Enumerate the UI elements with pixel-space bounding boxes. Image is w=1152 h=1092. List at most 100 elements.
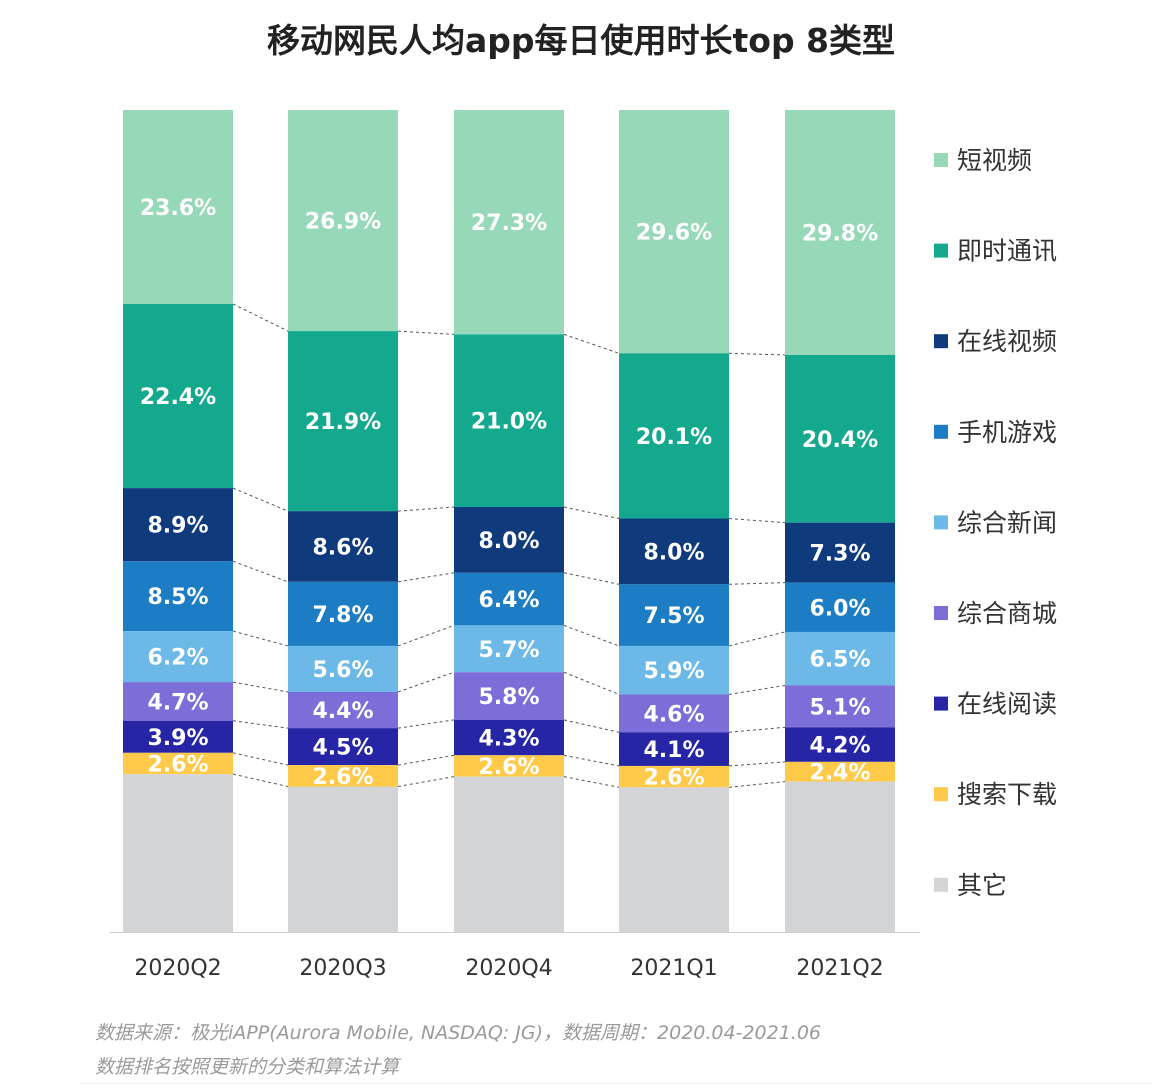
connector-line [728, 761, 786, 767]
bar-segment [619, 694, 729, 733]
legend-swatch [934, 606, 948, 620]
legend-label: 在线视频 [957, 327, 1057, 356]
bar-segment [288, 110, 398, 332]
bar-segment [454, 719, 564, 756]
bar-segment [619, 518, 729, 585]
bar-segment [785, 354, 895, 523]
x-tick-label: 2021Q1 [630, 956, 717, 981]
bar-segment [123, 561, 233, 632]
data-label: 4.2% [809, 734, 870, 759]
connector-line [232, 681, 289, 693]
bar-segment [785, 522, 895, 583]
bar-segment [123, 752, 233, 775]
connector-line [728, 582, 786, 585]
connector-line [232, 630, 289, 647]
data-label: 8.9% [147, 514, 208, 539]
bar-segment [454, 572, 564, 626]
legend-label: 其它 [957, 871, 1007, 900]
data-label: 2.6% [147, 752, 208, 777]
legend-swatch [934, 787, 948, 802]
data-label: 2.4% [809, 761, 870, 786]
connector-line [397, 624, 455, 647]
legend-swatch [934, 153, 948, 167]
data-label: 7.3% [809, 542, 870, 567]
bar-segment [619, 645, 729, 695]
bar-segment [454, 334, 564, 508]
data-label: 20.1% [636, 425, 712, 450]
legend-label: 综合商城 [957, 599, 1057, 628]
connector-line [232, 487, 289, 512]
connector-line [397, 776, 455, 787]
bar-segment [123, 110, 233, 304]
data-label: 2.6% [478, 755, 539, 780]
connector-line [232, 773, 289, 787]
data-label: 26.9% [305, 210, 381, 235]
data-label: 8.6% [312, 535, 373, 560]
bar-segment [454, 755, 564, 777]
data-label: 5.9% [643, 659, 704, 684]
data-label: 4.5% [312, 736, 373, 761]
data-label: 4.1% [643, 738, 704, 763]
data-label: 8.0% [643, 540, 704, 565]
connector-line [232, 303, 289, 332]
data-label: 4.6% [643, 702, 704, 727]
data-label: 3.9% [147, 726, 208, 751]
legend-swatch [934, 243, 948, 258]
data-label: 4.3% [478, 727, 539, 752]
x-tick-label: 2020Q2 [134, 956, 221, 981]
legend-swatch [934, 424, 948, 439]
connector-line [397, 754, 455, 766]
legend-swatch [934, 334, 948, 349]
data-label: 5.1% [809, 695, 870, 720]
data-label: 6.4% [478, 588, 539, 613]
bar-segment [454, 672, 564, 720]
legend-label: 综合新闻 [957, 508, 1057, 537]
connector-line [563, 754, 620, 767]
data-label: 7.8% [312, 603, 373, 628]
bar-segment [619, 787, 729, 932]
connector-line [563, 506, 620, 520]
bar-segment [288, 581, 398, 646]
data-label: 20.4% [802, 428, 878, 453]
data-label: 22.4% [140, 385, 216, 410]
bar-segment [454, 776, 564, 932]
connector-line [563, 572, 620, 585]
bar-segment [288, 728, 398, 766]
data-label: 6.0% [809, 596, 870, 621]
x-tick-label: 2020Q3 [299, 956, 386, 981]
bar-segment [619, 765, 729, 788]
bar-segment [785, 727, 895, 762]
legend-label: 即时通讯 [957, 237, 1057, 266]
connector-line [397, 572, 455, 583]
connector-line [397, 506, 455, 512]
connector-line [728, 352, 786, 356]
legend-swatch [934, 515, 948, 530]
bar-segment [619, 584, 729, 646]
data-label: 21.0% [471, 410, 547, 435]
footer-divider [80, 1083, 1152, 1084]
bar-segment [454, 110, 564, 335]
bar-segment [454, 625, 564, 673]
data-label: 5.6% [312, 658, 373, 683]
data-label: 21.9% [305, 410, 381, 435]
connector-line [728, 631, 786, 647]
legend-swatch [934, 696, 948, 711]
connector-line [728, 684, 786, 695]
bar-segment [454, 507, 564, 573]
connector-line [232, 560, 289, 583]
connector-line [728, 726, 786, 733]
bar-segment [785, 761, 895, 782]
bar-segment [123, 631, 233, 683]
bar-segment [123, 682, 233, 721]
connector-line [232, 720, 289, 729]
bar-segment [288, 691, 398, 729]
bar-segment [288, 765, 398, 787]
bar-segment [288, 331, 398, 512]
bar-segment [785, 781, 895, 932]
stacked-bar-chart: 23.6%22.4%8.9%8.5%6.2%4.7%3.9%2.6%2020Q2… [110, 110, 1057, 981]
connector-line [397, 719, 455, 729]
data-label: 6.5% [809, 648, 870, 673]
bar-segment [619, 353, 729, 519]
bar-segment [785, 582, 895, 632]
legend-swatch [934, 877, 948, 892]
